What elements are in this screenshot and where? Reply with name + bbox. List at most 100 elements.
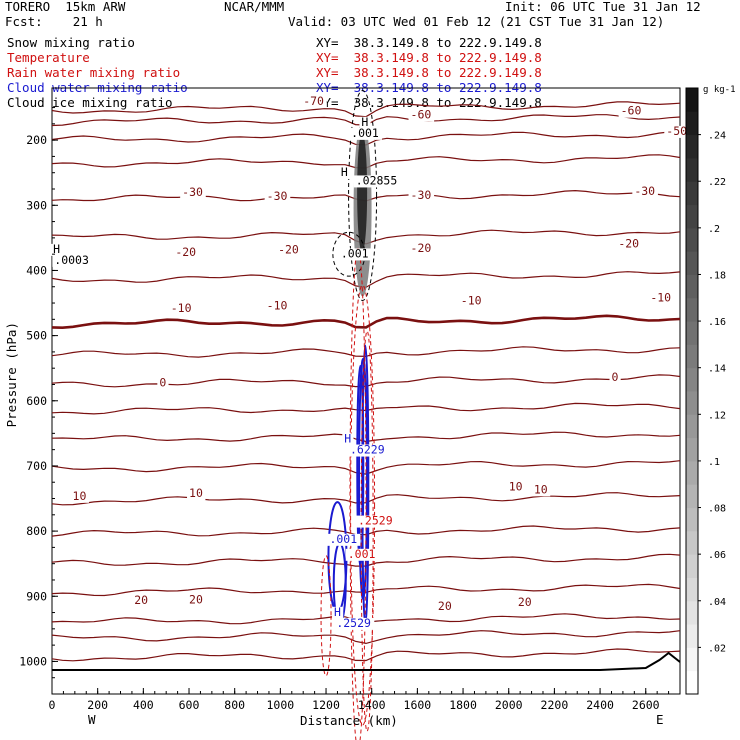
- y-tick-label: 1000: [19, 654, 47, 668]
- colorbar-cell: [686, 507, 698, 532]
- contour-label-bg: [458, 295, 485, 308]
- contour-label-bg: [342, 433, 354, 446]
- legend-label: Temperature: [7, 50, 90, 65]
- contour-label-bg: [334, 617, 375, 630]
- contour-label: 20: [134, 593, 148, 607]
- colorbar-tick-label: .22: [708, 177, 726, 188]
- colorbar-tick-label: .06: [708, 550, 726, 561]
- colorbar-cell: [686, 251, 698, 275]
- contour-label: H: [344, 431, 351, 445]
- contour-label: -10: [171, 301, 192, 315]
- model-title: TORERO 15km ARW: [5, 0, 126, 14]
- isotherm-line: [51, 583, 681, 597]
- contour-label: -20: [175, 245, 196, 259]
- colorbar-tick-label: .08: [708, 504, 726, 515]
- legend-label: Snow mixing ratio: [7, 35, 135, 50]
- contour-label: 10: [73, 489, 87, 503]
- contour-label-bg: [408, 243, 435, 256]
- x-tick-label: 2600: [632, 698, 660, 712]
- contour-label: 10: [534, 482, 548, 496]
- contour-label: 0: [611, 370, 618, 384]
- x-axis-title: Distance (km): [300, 713, 398, 728]
- colorbar-cell: [686, 484, 698, 509]
- colorbar-cell: [686, 297, 698, 322]
- contour-label-bg: [648, 292, 674, 305]
- contour-label-bg: [618, 105, 645, 118]
- contour-label-bg: [348, 444, 389, 457]
- y-tick-label: 200: [26, 133, 47, 147]
- contour-label: -10: [650, 291, 671, 305]
- contour-label: 10: [509, 480, 523, 494]
- x-tick-label: 800: [224, 698, 245, 712]
- contour-label-bg: [435, 600, 455, 613]
- contour-label-bg: [301, 95, 327, 108]
- legend-label: Cloud water mixing ratio: [7, 80, 188, 95]
- colorbar-cell: [686, 460, 698, 485]
- contour-label: -60: [621, 104, 642, 118]
- colorbar-frame: [685, 87, 699, 695]
- contour-label: H: [341, 165, 348, 179]
- legend-xy: XY= 38.3.149.8 to 222.9.149.8: [316, 65, 542, 80]
- y-tick-label: 400: [26, 263, 47, 277]
- colorbar-tick-label: .02: [708, 643, 726, 654]
- colorbar-cell: [686, 181, 698, 206]
- colorbar-tick-label: .24: [708, 131, 726, 142]
- forecast-hour: Fcst: 21 h: [5, 14, 103, 29]
- colorbar-cell: [686, 670, 698, 695]
- x-tick-label: 1200: [312, 698, 340, 712]
- x-tick-label: 400: [133, 698, 154, 712]
- isotherm-line: [51, 460, 681, 475]
- isotherm-line: [51, 101, 681, 118]
- contour-label-bg: [338, 248, 372, 261]
- legend-xy: XY= 38.3.149.8 to 222.9.149.8: [316, 50, 542, 65]
- x-tick-label: 1400: [358, 698, 386, 712]
- colorbar-tick-label: .1: [708, 457, 720, 468]
- colorbar-unit: g kg-1: [703, 85, 736, 95]
- y-tick-label: 900: [26, 589, 47, 603]
- contour-label-bg: [187, 594, 206, 607]
- legend-xy: XY= 38.3.149.8 to 222.9.149.8: [316, 35, 542, 50]
- colorbar-cell: [686, 647, 698, 672]
- axis-end-west: W: [88, 712, 96, 727]
- contour-label-bg: [51, 243, 63, 256]
- colorbar-tick-label: .12: [708, 410, 726, 421]
- contour-label: H: [53, 242, 60, 256]
- contour-label-bg: [609, 372, 621, 385]
- contour-label: 20: [438, 599, 452, 613]
- contour-label-bg: [408, 189, 435, 202]
- colorbar-cell: [686, 344, 698, 369]
- contour-label-bg: [345, 548, 379, 561]
- contour-label-bg: [664, 125, 690, 138]
- contour-label-bg: [616, 238, 642, 251]
- isotherm-line: [51, 314, 681, 330]
- x-tick-label: 1600: [404, 698, 432, 712]
- colorbar-cell: [686, 157, 698, 182]
- contour-label-bg: [52, 254, 93, 267]
- colorbar-tick-label: .16: [708, 317, 726, 328]
- contour-label: -10: [267, 299, 288, 313]
- y-tick-label: 500: [26, 329, 47, 343]
- colorbar-cell: [686, 111, 698, 136]
- org-title: NCAR/MMM: [224, 0, 285, 14]
- contour-label: -50: [666, 124, 687, 138]
- contour-label-bg: [349, 127, 382, 140]
- legend-label: Cloud ice mixing ratio: [7, 95, 173, 110]
- colorbar-tick-label: .14: [708, 364, 726, 375]
- contour-label: 10: [189, 486, 203, 500]
- contour-label: .0003: [54, 253, 89, 267]
- x-tick-label: 2400: [586, 698, 614, 712]
- colorbar-cell: [686, 134, 698, 159]
- y-tick-label: 700: [26, 459, 47, 473]
- colorbar-cell: [686, 204, 698, 229]
- contour-label: -20: [411, 241, 432, 255]
- contour-label: .001: [341, 246, 369, 260]
- contour-label: .001: [329, 532, 357, 546]
- contour-label: .001: [351, 126, 379, 140]
- contour-label: .001: [348, 547, 376, 561]
- x-tick-label: 200: [87, 698, 108, 712]
- x-tick-label: 1000: [267, 698, 295, 712]
- contour-label: H: [361, 115, 368, 129]
- colorbar-cell: [686, 391, 698, 415]
- contour-label: 20: [189, 592, 203, 606]
